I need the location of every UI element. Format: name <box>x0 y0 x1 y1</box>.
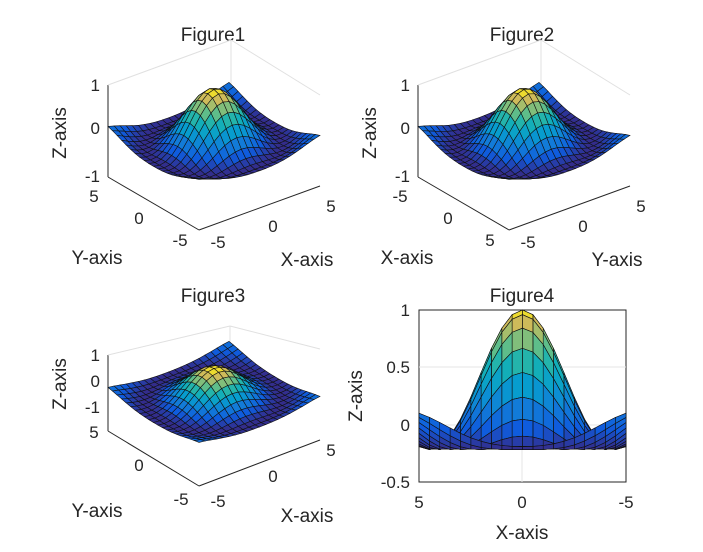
subplot-4-ztick: 0.5 <box>386 358 410 377</box>
subplot-3-ytick: 5 <box>89 423 98 442</box>
subplot-2-xtick: 5 <box>485 231 494 250</box>
subplot-1-ytick: 5 <box>89 187 98 206</box>
subplot-3-ztick: 0 <box>91 372 100 391</box>
subplot-3-xtick: -5 <box>210 492 225 511</box>
subplot-3-zlabel: Z-axis <box>50 358 71 410</box>
subplot-3-ylabel: Y-axis <box>71 501 122 522</box>
subplot-2-xtick: -5 <box>392 187 407 206</box>
subplot-1-ytick: -5 <box>172 231 187 250</box>
subplot-4-xtick: -5 <box>618 493 633 512</box>
surface-patch <box>523 328 533 352</box>
surface-patch <box>533 446 543 450</box>
surface-patch <box>502 446 512 450</box>
subplot-2-zlabel: Z-axis <box>360 107 381 159</box>
surface-patch <box>523 446 533 449</box>
surface-patch <box>512 419 522 437</box>
subplot-3: Figure3 1 0 -1 5 0 -5 -5 0 5 Z-axis Y-ax… <box>50 286 336 527</box>
subplot-4-ztick: 1 <box>401 301 410 320</box>
surface-patch <box>512 328 522 352</box>
surface-patch <box>194 178 205 179</box>
subplot-3-ytick: -5 <box>173 490 188 509</box>
surface-patch <box>523 397 533 421</box>
subplot-1: Figure1 1 0 -1 5 0 -5 -5 0 5 Z-axis Y-ax… <box>50 25 336 271</box>
subplot-2-ztick: 0 <box>401 119 410 138</box>
subplot-1-ztick: -1 <box>85 167 100 186</box>
subplot-4-xtick: 5 <box>414 493 423 512</box>
subplot-4-title: Figure4 <box>490 286 555 307</box>
subplot-3-surface <box>108 341 320 442</box>
subplot-2-ylabel: Y-axis <box>591 250 642 271</box>
surface-patch <box>523 436 533 447</box>
subplot-1-ztick: 0 <box>91 119 100 138</box>
subplot-3-ztick: -1 <box>85 398 100 417</box>
surface-patch <box>512 397 522 421</box>
subplot-2: Figure2 1 0 -1 -5 0 5 -5 0 5 Z-axis X-ax… <box>360 25 646 271</box>
subplot-4-ztick: 0 <box>401 416 410 435</box>
surface-patch <box>512 373 522 400</box>
subplot-3-xtick: 0 <box>268 467 277 486</box>
subplot-4-ztick: -0.5 <box>381 473 410 492</box>
subplot-1-xtick: 5 <box>326 197 335 216</box>
subplot-2-ztick: -1 <box>395 167 410 186</box>
subplot-1-ytick: 0 <box>134 209 143 228</box>
subplot-4-xlabel: X-axis <box>496 523 549 544</box>
surface-patch <box>523 419 533 437</box>
subplot-4-xtick: 0 <box>517 493 526 512</box>
subplot-1-surface <box>108 82 320 179</box>
subplot-2-ytick: 5 <box>636 197 645 216</box>
subplot-2-ytick: 0 <box>578 217 587 236</box>
subplot-1-xtick: 0 <box>268 217 277 236</box>
subplot-3-title: Figure3 <box>181 286 245 307</box>
subplot-1-xtick: -5 <box>210 233 225 252</box>
surface-patch <box>512 436 522 447</box>
subplot-2-xlabel: X-axis <box>381 248 434 269</box>
subplot-2-title: Figure2 <box>490 25 554 46</box>
subplot-2-surface <box>418 82 630 179</box>
surface-patch <box>512 446 522 449</box>
subplot-1-ztick: 1 <box>91 76 100 95</box>
subplot-3-xtick: 5 <box>326 441 335 460</box>
surface-patch <box>512 348 522 375</box>
surface-patch <box>523 373 533 400</box>
subplot-1-xlabel: X-axis <box>281 250 334 271</box>
surface-patch <box>523 348 533 375</box>
surface-patch <box>504 178 515 179</box>
subplot-2-ztick: 1 <box>401 76 410 95</box>
subplot-2-ytick: -5 <box>520 233 535 252</box>
subplot-3-ytick: 0 <box>134 456 143 475</box>
subplot-1-ylabel: Y-axis <box>71 248 122 269</box>
subplot-1-zlabel: Z-axis <box>50 107 71 159</box>
subplot-4: Figure4 1 0.5 0 -0.5 5 0 -5 Z-axis X-axi… <box>346 286 634 544</box>
subplot-3-ztick: 1 <box>91 346 100 365</box>
subplot-3-xlabel: X-axis <box>281 506 334 527</box>
subplot-2-xtick: 0 <box>443 209 452 228</box>
subplot-4-zlabel: Z-axis <box>346 370 367 422</box>
